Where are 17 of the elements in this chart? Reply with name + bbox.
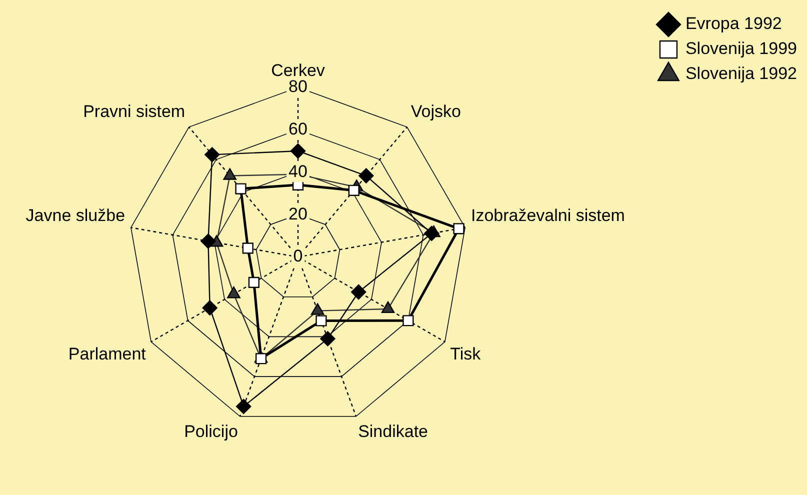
legend-label: Slovenija 1999 <box>685 39 797 58</box>
spoke-label: Policijo <box>184 422 238 441</box>
spoke-label: Cerkev <box>271 60 326 80</box>
spoke-label: Izobraževalni sistem <box>470 206 625 225</box>
spoke-label: Pravni sistem <box>83 102 186 121</box>
y-tick-label: 80 <box>288 77 308 96</box>
spoke-label: Tisk <box>450 344 482 364</box>
legend-label: Slovenija 1992 <box>685 64 797 84</box>
y-tick-label: 40 <box>288 162 308 181</box>
spoke-label: Javne službe <box>26 206 126 225</box>
legend-label: Evropa 1992 <box>685 14 782 34</box>
spoke-label: Parlament <box>68 344 146 364</box>
y-tick-label: 60 <box>288 119 308 138</box>
y-tick-label: 20 <box>288 204 308 224</box>
y-tick-label: 0 <box>293 246 303 266</box>
spoke-label: Sindikate <box>358 422 428 441</box>
spoke-label: Vojsko <box>410 102 461 121</box>
